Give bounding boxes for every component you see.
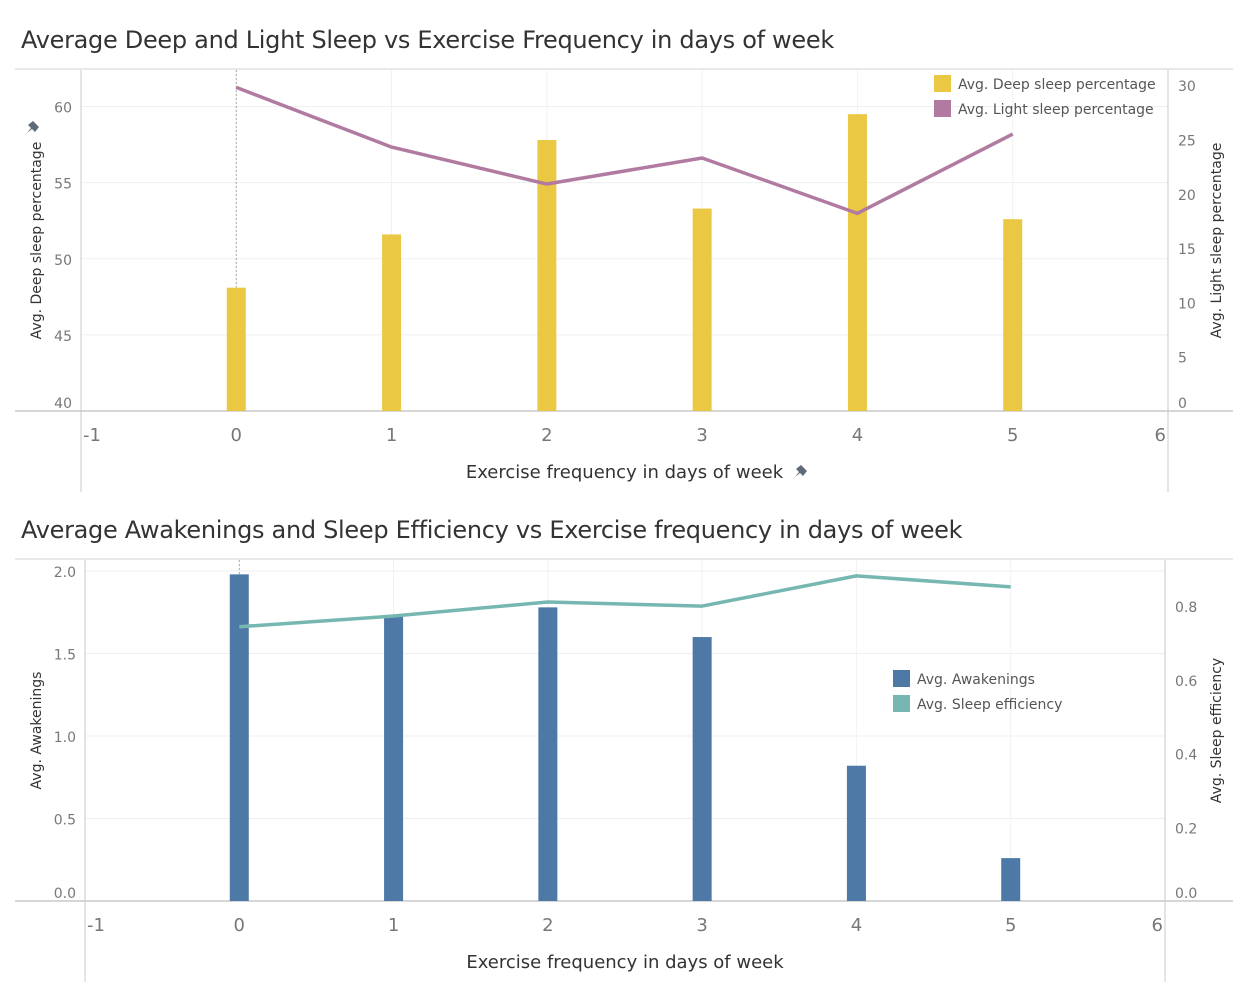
bar-0 <box>229 574 249 901</box>
pin-icon <box>795 465 807 477</box>
bar-1 <box>382 234 402 411</box>
legend-label: Avg. Awakenings <box>917 672 1035 688</box>
legend-label: Avg. Sleep efficiency <box>917 697 1062 713</box>
bar-5 <box>1003 219 1023 411</box>
left-tick-label: 40 <box>54 396 72 412</box>
x-tick-label: 3 <box>696 915 707 936</box>
x-tick-label: 6 <box>1152 915 1163 936</box>
legend-swatch <box>893 670 910 687</box>
left-tick-label: 50 <box>54 253 72 269</box>
left-tick-label: 60 <box>54 101 72 117</box>
bar-2 <box>538 607 558 901</box>
left-axis-title: Avg. Awakenings <box>29 672 45 790</box>
x-tick-label: 3 <box>696 425 707 446</box>
bar-5 <box>1001 858 1021 901</box>
left-tick-label: 2.0 <box>54 565 76 581</box>
right-axis-title: Avg. Light sleep percentage <box>1209 143 1225 339</box>
x-tick-label: 4 <box>852 425 863 446</box>
x-tick-label: -1 <box>83 425 101 446</box>
chart-title-sleep-stages: Average Deep and Light Sleep vs Exercise… <box>21 26 834 54</box>
right-tick-label: 15 <box>1178 242 1196 258</box>
left-tick-label: 1.0 <box>54 730 76 746</box>
right-tick-label: 25 <box>1178 134 1196 150</box>
left-tick-label: 55 <box>54 177 72 193</box>
legend-swatch <box>893 695 910 712</box>
x-axis-title: Exercise frequency in days of week <box>466 952 784 973</box>
right-tick-label: 5 <box>1178 351 1187 367</box>
x-tick-label: 5 <box>1007 425 1018 446</box>
x-tick-label: -1 <box>87 915 105 936</box>
chart-title-awakenings-efficiency: Average Awakenings and Sleep Efficiency … <box>21 516 963 544</box>
left-tick-label: 0.0 <box>54 886 76 902</box>
right-axis-title: Avg. Sleep efficiency <box>1209 658 1225 803</box>
left-axis-title: Avg. Deep sleep percentage <box>29 142 45 340</box>
pin-icon <box>27 121 39 133</box>
line-series <box>235 85 1014 216</box>
x-tick-label: 5 <box>1005 915 1016 936</box>
x-axis-title: Exercise frequency in days of week <box>466 462 784 483</box>
bar-0 <box>226 287 246 411</box>
right-tick-label: 20 <box>1178 188 1196 204</box>
bar-3 <box>692 208 712 411</box>
legend-swatch <box>934 100 951 117</box>
x-tick-label: 6 <box>1155 425 1166 446</box>
legend-swatch <box>934 75 951 92</box>
right-tick-label: 0.2 <box>1175 821 1197 837</box>
x-tick-label: 0 <box>231 425 242 446</box>
right-tick-label: 30 <box>1178 79 1196 95</box>
x-tick-label: 2 <box>541 425 552 446</box>
line-series <box>239 574 1011 629</box>
right-tick-label: 0.8 <box>1175 600 1197 616</box>
x-tick-label: 2 <box>542 915 553 936</box>
x-tick-label: 0 <box>234 915 245 936</box>
x-tick-label: 1 <box>388 915 399 936</box>
right-tick-label: 0.4 <box>1175 748 1197 764</box>
x-tick-label: 1 <box>386 425 397 446</box>
right-tick-label: 0 <box>1178 396 1187 412</box>
bar-4 <box>846 765 866 901</box>
bar-1 <box>384 615 404 901</box>
left-tick-label: 1.5 <box>54 648 76 664</box>
right-tick-label: 0.6 <box>1175 674 1197 690</box>
legend-label: Avg. Light sleep percentage <box>958 102 1154 118</box>
bar-4 <box>847 114 867 411</box>
bar-2 <box>537 140 557 411</box>
left-tick-label: 0.5 <box>54 813 76 829</box>
bar-3 <box>692 637 712 901</box>
legend-label: Avg. Deep sleep percentage <box>958 77 1156 93</box>
left-tick-label: 45 <box>54 329 72 345</box>
right-tick-label: 10 <box>1178 296 1196 312</box>
right-tick-label: 0.0 <box>1175 886 1197 902</box>
x-tick-label: 4 <box>851 915 862 936</box>
